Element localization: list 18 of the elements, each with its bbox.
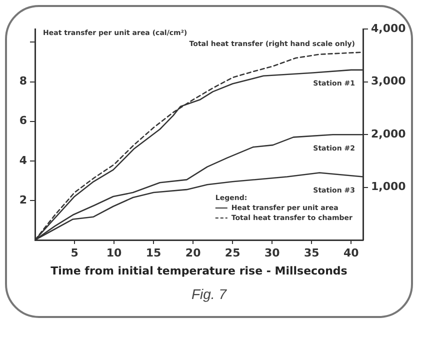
x-tick-label: 35 xyxy=(304,246,320,260)
caption: Fig. 7 xyxy=(190,286,228,302)
x-tick-label: 25 xyxy=(224,246,240,260)
x-axis-title: Time from initial temperature rise - Millseconds xyxy=(50,264,348,278)
x-tick-label: 20 xyxy=(185,246,202,260)
y2-tick-label: 1,000 xyxy=(371,180,406,194)
x-tick-label: 40 xyxy=(343,246,360,260)
x-tick-label: 10 xyxy=(106,246,122,260)
y-tick-label: 2 xyxy=(19,193,27,206)
y-tick-label: 8 xyxy=(19,74,27,88)
y-tick-label: 6 xyxy=(19,114,28,128)
x-tick-label: 15 xyxy=(146,246,162,260)
y2-tick-label: 4,000 xyxy=(371,22,406,35)
y2-tick-label: 3,000 xyxy=(371,74,406,88)
x-tick-label: 30 xyxy=(264,246,280,260)
y-tick-label: 4 xyxy=(19,154,28,167)
y2-tick-label: 2,000 xyxy=(371,127,406,140)
x-tick-label: 5 xyxy=(70,246,78,260)
